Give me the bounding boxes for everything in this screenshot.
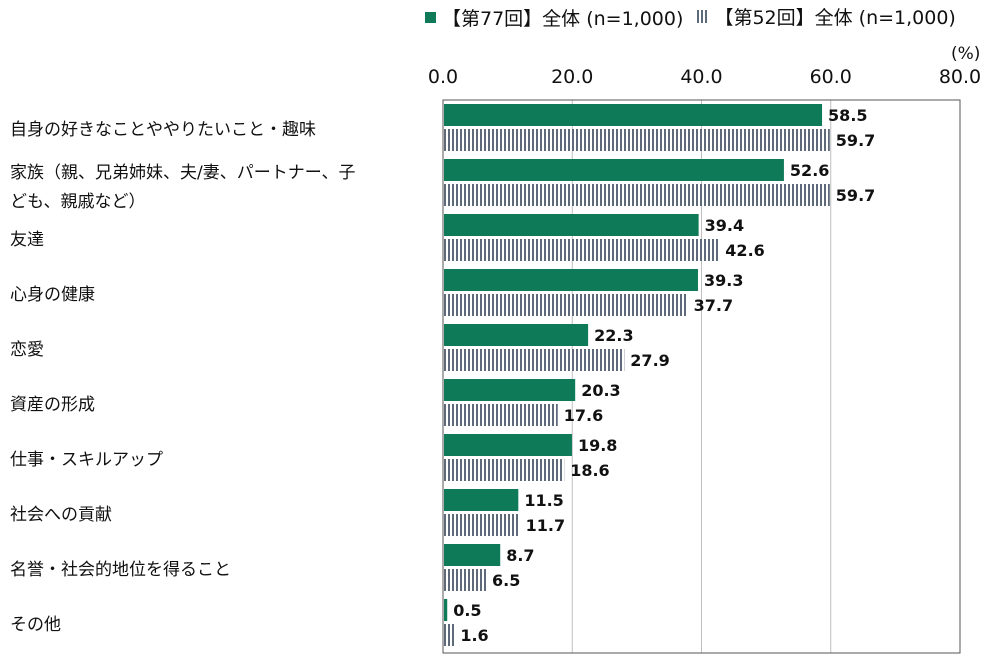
bar-77: [444, 544, 501, 566]
legend-label-52: 【第52回】全体 (n=1,000): [714, 7, 956, 29]
legend-swatch-52: [697, 10, 709, 23]
category-label: 家族（親、兄弟姉妹、夫/妻、パートナー、子: [10, 163, 356, 183]
bar-77: [444, 489, 519, 511]
value-label-77: 22.3: [594, 326, 633, 345]
category-label: 資産の形成: [10, 395, 95, 415]
value-label-52: 6.5: [492, 571, 520, 590]
category-label: その他: [10, 615, 61, 635]
category-label: 恋愛: [10, 339, 44, 360]
bar-77: [444, 159, 784, 181]
category-label: 名誉・社会的地位を得ること: [10, 560, 231, 580]
unit-label: (%): [951, 44, 981, 64]
value-label-52: 18.6: [570, 461, 609, 480]
x-tick-label: 80.0: [939, 66, 981, 88]
value-label-77: 58.5: [828, 106, 867, 125]
legend-swatch-77: [425, 12, 436, 23]
bar-77: [444, 379, 576, 401]
value-label-77: 19.8: [578, 436, 617, 455]
bar-52: [444, 514, 520, 536]
legend-item-77: 【第77回】全体 (n=1,000): [425, 4, 683, 31]
category-label: 自身の好きなことややりたいこと・趣味: [10, 120, 316, 140]
value-label-77: 8.7: [506, 546, 534, 565]
x-tick-label: 40.0: [680, 66, 722, 88]
value-label-77: 11.5: [524, 491, 563, 510]
value-label-77: 52.6: [790, 161, 829, 180]
value-label-52: 11.7: [526, 516, 565, 535]
bar-52: [444, 294, 688, 316]
x-tick-label: 0.0: [428, 66, 458, 88]
value-label-77: 0.5: [453, 601, 481, 620]
bar-52: [444, 404, 558, 426]
value-label-77: 39.4: [705, 216, 744, 235]
category-label: 社会への貢献: [10, 505, 112, 525]
bar-77: [444, 269, 698, 291]
bar-52: [444, 624, 455, 646]
bar-77: [444, 599, 448, 621]
value-label-52: 59.7: [836, 186, 875, 205]
bar-52: [444, 459, 565, 481]
legend-label-77: 【第77回】全体 (n=1,000): [442, 8, 684, 30]
bar-52: [444, 184, 830, 206]
category-label: 心身の健康: [10, 285, 95, 305]
plot-frame: [442, 99, 961, 654]
value-label-52: 1.6: [460, 626, 488, 645]
value-label-52: 59.7: [836, 131, 875, 150]
value-label-52: 37.7: [694, 296, 733, 315]
value-label-52: 42.6: [725, 241, 764, 260]
bar-52: [444, 349, 625, 371]
bar-77: [444, 214, 699, 236]
value-label-77: 39.3: [704, 271, 743, 290]
bar-52: [444, 569, 487, 591]
bar-77: [444, 434, 572, 456]
legend: 【第77回】全体 (n=1,000) 【第52回】全体 (n=1,000): [425, 3, 964, 31]
value-label-52: 27.9: [630, 351, 669, 370]
legend-item-52: 【第52回】全体 (n=1,000): [697, 3, 956, 30]
bar-77: [444, 324, 589, 346]
bar-52: [444, 129, 830, 151]
bar-77: [444, 104, 823, 126]
value-label-52: 17.6: [564, 406, 603, 425]
x-tick-label: 20.0: [551, 66, 593, 88]
category-label: 仕事・スキルアップ: [10, 450, 163, 470]
category-label: 友達: [10, 230, 44, 250]
bar-52: [444, 239, 720, 261]
x-tick-label: 60.0: [810, 66, 852, 88]
value-label-77: 20.3: [581, 381, 620, 400]
category-label: ども、親戚など）: [10, 192, 146, 212]
